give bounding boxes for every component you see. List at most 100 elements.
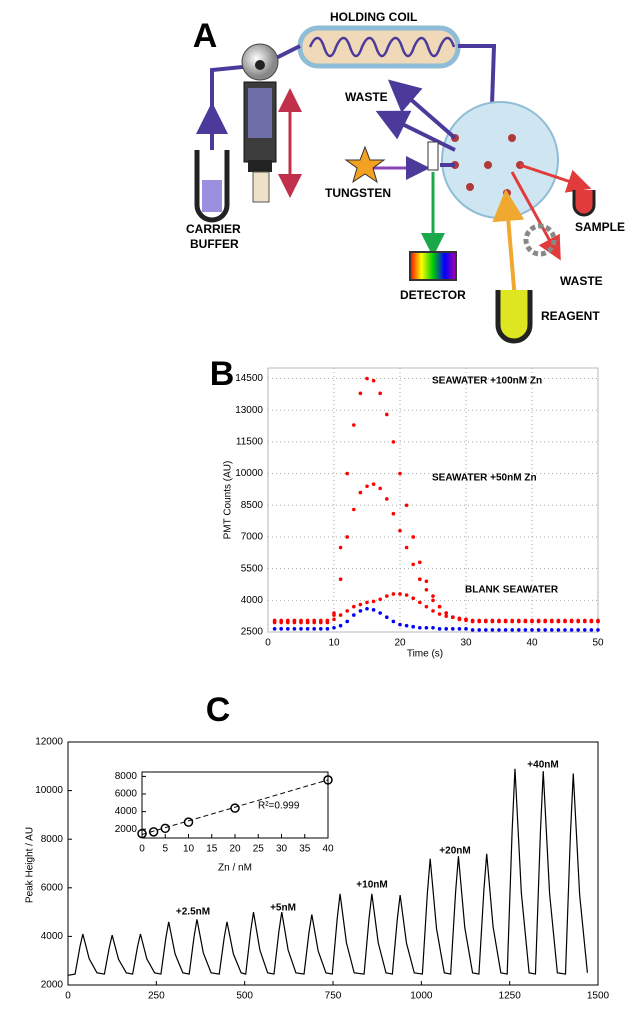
y-tick-label: 14500: [235, 373, 263, 384]
point: [470, 628, 475, 632]
point: [503, 618, 508, 623]
point: [437, 604, 442, 609]
point: [418, 600, 422, 605]
sample-arrow: [519, 163, 592, 193]
point: [411, 562, 416, 567]
point: [451, 615, 455, 620]
x-tick-label: 10: [183, 844, 195, 855]
point: [378, 611, 383, 615]
point: [477, 618, 482, 623]
point: [523, 618, 528, 623]
annotation: R²=0.999: [258, 801, 300, 812]
syringe-fluid: [248, 88, 272, 138]
point: [292, 627, 297, 631]
point: [411, 596, 416, 601]
point: [556, 628, 561, 632]
point: [371, 599, 376, 604]
point: [319, 620, 323, 625]
point: [365, 376, 369, 381]
point: [457, 616, 462, 621]
point: [358, 609, 363, 613]
point: [424, 579, 429, 584]
point: [378, 391, 383, 396]
x-tick-label: 40: [526, 638, 538, 649]
x-tick-label: 30: [276, 844, 288, 855]
x-tick-label: 5: [162, 844, 168, 855]
label: CARRIER: [186, 222, 241, 236]
point: [352, 604, 356, 609]
x-tick-label: 1250: [499, 991, 522, 1002]
x-tick-label: 35: [299, 844, 311, 855]
point: [325, 620, 330, 625]
detector: [409, 251, 457, 281]
x-tick-label: 15: [206, 844, 218, 855]
point: [378, 597, 383, 602]
point: [398, 622, 402, 627]
point: [385, 412, 389, 417]
y-tick-label: 2000: [41, 980, 64, 991]
point: [371, 608, 376, 612]
y-tick-label: 5500: [241, 563, 264, 574]
point: [358, 391, 363, 396]
sample-tube: [572, 190, 596, 217]
point: [497, 628, 501, 632]
annotation: BLANK SEAWATER: [465, 585, 559, 596]
point: [312, 620, 317, 625]
point: [332, 613, 336, 617]
point: [160, 823, 170, 834]
point: [299, 627, 303, 631]
label: REAGENT: [541, 309, 600, 323]
point: [530, 618, 534, 623]
point: [358, 490, 363, 495]
y-tick-label: 8000: [115, 771, 138, 782]
point: [279, 627, 284, 631]
fit-line: [141, 779, 329, 835]
point: [404, 593, 409, 597]
point: [464, 617, 468, 622]
selection-valve: [441, 101, 559, 219]
point: [391, 619, 396, 624]
point: [444, 611, 449, 615]
line: [67, 768, 588, 976]
flow-cell: [427, 141, 439, 171]
point: [371, 378, 376, 383]
plot-frame: [67, 741, 599, 986]
x-tick-label: 10: [328, 638, 340, 649]
point: [338, 577, 343, 581]
x-tick-label: 50: [592, 638, 604, 649]
point: [148, 827, 159, 837]
buffer-liquid: [202, 180, 222, 212]
point: [352, 423, 356, 427]
x-tick-label: 1500: [587, 991, 610, 1002]
point: [365, 600, 369, 605]
point: [457, 627, 462, 631]
point: [299, 620, 303, 625]
point: [424, 625, 429, 630]
point: [569, 628, 574, 632]
point: [431, 625, 435, 630]
point: [325, 627, 330, 631]
point: [391, 511, 396, 516]
point: [596, 628, 600, 632]
point: [391, 440, 396, 444]
x-axis-label: Zn / nM: [218, 863, 252, 874]
point: [510, 618, 514, 623]
point: [523, 628, 528, 632]
point: [424, 587, 429, 592]
x-tick-label: 500: [236, 991, 253, 1002]
annotation: +20nM: [439, 846, 470, 857]
point: [431, 594, 435, 598]
x-tick-label: 0: [265, 638, 271, 649]
annotation: +40nM: [527, 760, 558, 771]
x-tick-label: 0: [65, 991, 71, 1002]
point: [563, 618, 567, 623]
point: [576, 618, 580, 623]
point: [365, 484, 369, 489]
panel-label: B: [210, 355, 235, 393]
point: [536, 628, 541, 632]
label: WASTE: [345, 90, 388, 104]
x-tick-label: 30: [460, 638, 472, 649]
label: DETECTOR: [400, 288, 466, 302]
x-tick-label: 20: [229, 844, 241, 855]
point: [292, 620, 297, 625]
